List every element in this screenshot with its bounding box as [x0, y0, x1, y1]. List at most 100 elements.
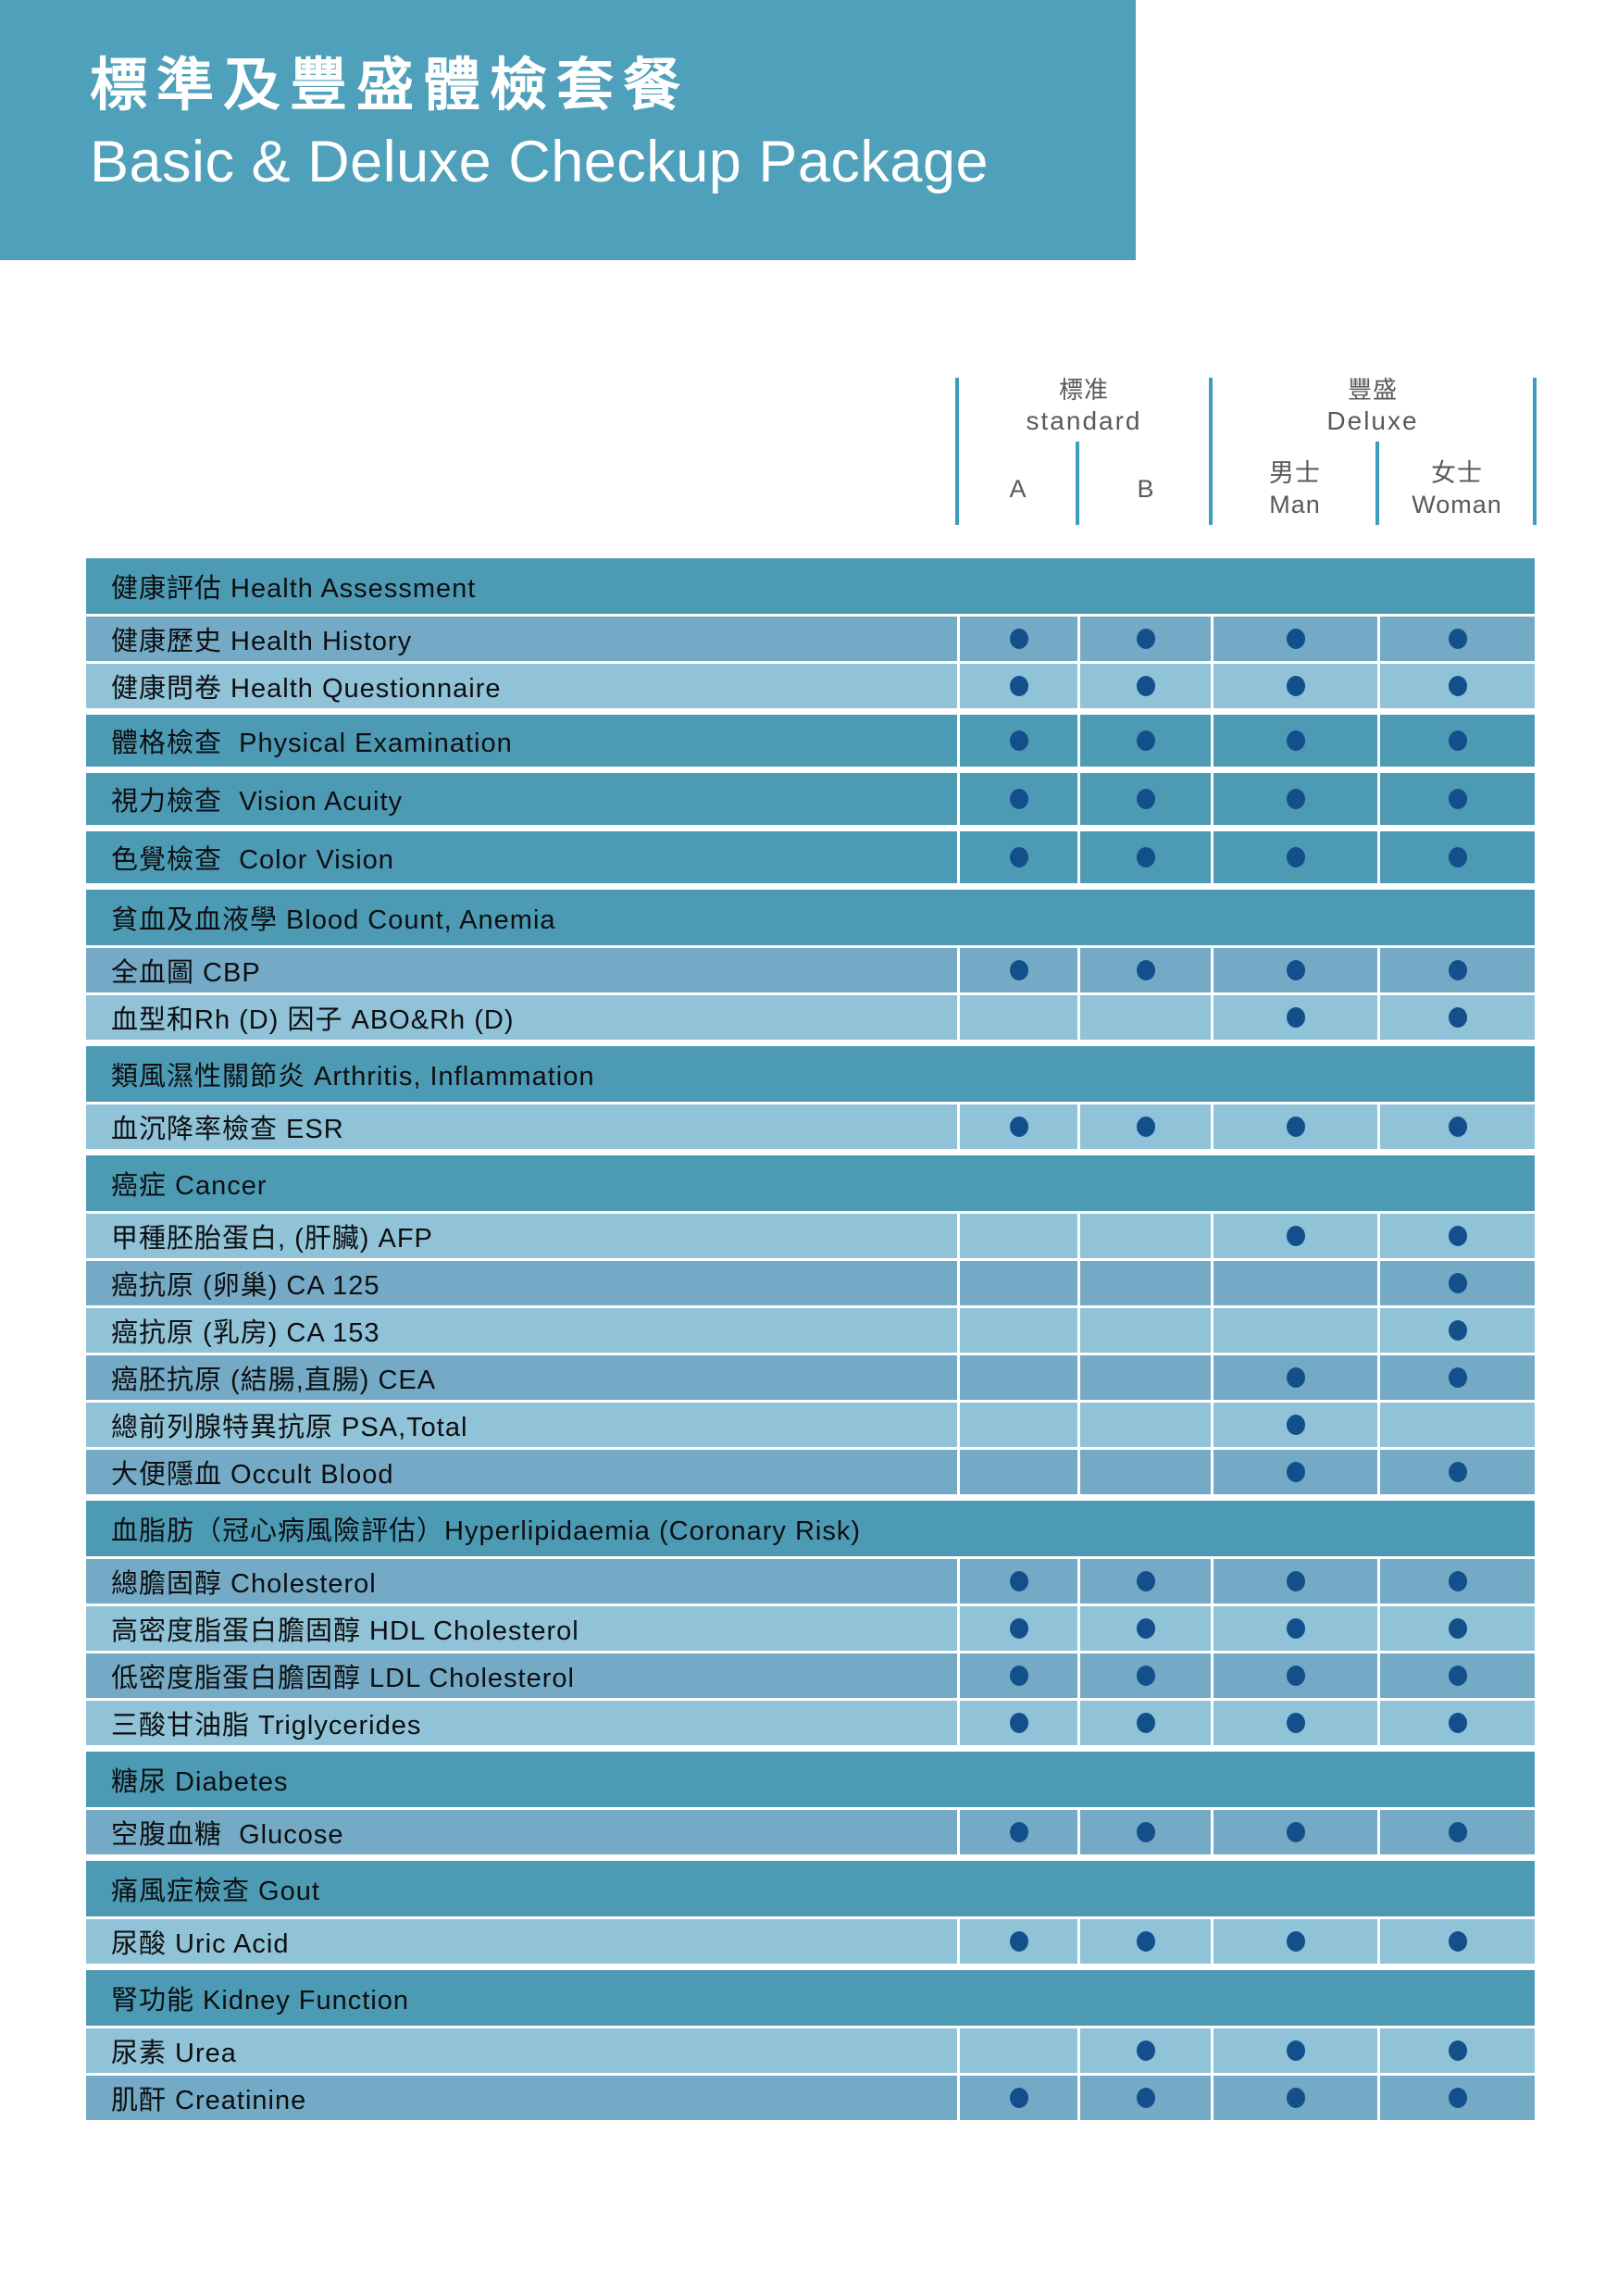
page-title-en: Basic & Deluxe Checkup Package [90, 130, 989, 194]
item-row: 全血圖 CBP [86, 948, 1535, 992]
cell-man [1211, 664, 1377, 708]
cell-man [1211, 773, 1377, 825]
item-row: 健康問卷 Health Questionnaire [86, 664, 1535, 708]
item-row: 肌酐 Creatinine [86, 2076, 1535, 2120]
cell-man [1211, 1261, 1377, 1305]
cell-a [957, 773, 1077, 825]
cell-a [957, 948, 1077, 992]
item-row: 尿酸 Uric Acid [86, 1919, 1535, 1964]
cell-b [1077, 1308, 1211, 1353]
cell-b [1077, 1701, 1211, 1745]
group-label-zh: 豐盛 [1347, 376, 1398, 404]
cell-woman [1377, 1701, 1535, 1745]
row-label: 癌抗原 (卵巢) CA 125 [111, 1271, 380, 1301]
cell-woman [1377, 948, 1535, 992]
included-dot-icon [1448, 2088, 1467, 2108]
cell-b [1077, 1104, 1211, 1149]
row-label: 健康問卷 Health Questionnaire [111, 674, 502, 704]
included-dot-icon [1136, 1666, 1155, 1686]
item-row: 血沉降率檢查 ESR [86, 1104, 1535, 1149]
cell-a [957, 1701, 1077, 1745]
row-label: 色覺檢查 Color Vision [111, 845, 394, 875]
included-dot-icon [1009, 960, 1028, 980]
sub-label-en: Man [1269, 491, 1321, 518]
cell-woman [1377, 664, 1535, 708]
included-dot-icon [1448, 730, 1467, 751]
row-label: 體格檢查 Physical Examination [111, 729, 513, 758]
item-row: 血型和Rh (D) 因子 ABO&Rh (D) [86, 995, 1535, 1040]
row-label: 肌酐 Creatinine [111, 2086, 307, 2115]
cell-woman [1377, 1559, 1535, 1603]
cell-woman [1377, 1653, 1535, 1698]
category-row: 體格檢查 Physical Examination [86, 715, 1535, 767]
column-group-deluxe: 豐盛 Deluxe [1211, 374, 1535, 437]
row-label: 癌抗原 (乳房) CA 153 [111, 1318, 380, 1348]
row-label: 血沉降率檢查 ESR [111, 1115, 344, 1144]
included-dot-icon [1448, 1367, 1467, 1388]
included-dot-icon [1009, 1713, 1028, 1733]
included-dot-icon [1448, 1571, 1467, 1591]
cell-man [1211, 1810, 1377, 1854]
item-row: 甲種胚胎蛋白, (肝臟) AFP [86, 1214, 1535, 1258]
included-dot-icon [1286, 1462, 1305, 1482]
included-dot-icon [1286, 1226, 1305, 1246]
cell-a [957, 1450, 1077, 1494]
included-dot-icon [1136, 847, 1155, 867]
cell-a [957, 1919, 1077, 1964]
cell-woman [1377, 831, 1535, 883]
column-group-standard: 標准 standard [957, 374, 1211, 437]
row-label: 痛風症檢查 Gout [111, 1877, 320, 1906]
included-dot-icon [1286, 960, 1305, 980]
checkup-table: 健康評估 Health Assessment 健康歷史 Health Histor… [86, 558, 1535, 2127]
column-header-man: 男士 Man [1213, 450, 1377, 528]
column-divider-line [1375, 442, 1379, 525]
cell-woman [1377, 1308, 1535, 1353]
cell-b [1077, 1606, 1211, 1651]
column-divider-line [1209, 378, 1213, 525]
item-row: 癌胚抗原 (結腸,直腸) CEA [86, 1355, 1535, 1400]
cell-b [1077, 773, 1211, 825]
sub-label-zh: 男士 [1269, 459, 1321, 487]
included-dot-icon [1448, 1226, 1467, 1246]
cell-a [957, 715, 1077, 767]
included-dot-icon [1136, 1931, 1155, 1952]
cell-woman [1377, 2076, 1535, 2120]
item-row: 低密度脂蛋白膽固醇 LDL Cholesterol [86, 1653, 1535, 1698]
included-dot-icon [1286, 2088, 1305, 2108]
included-dot-icon [1448, 1320, 1467, 1341]
item-row: 大便隱血 Occult Blood [86, 1450, 1535, 1494]
cell-a [957, 1261, 1077, 1305]
cell-man [1211, 1653, 1377, 1698]
included-dot-icon [1009, 730, 1028, 751]
cell-man [1211, 617, 1377, 661]
cell-b [1077, 1919, 1211, 1964]
cell-woman [1377, 995, 1535, 1040]
included-dot-icon [1136, 1117, 1155, 1137]
cell-woman [1377, 1450, 1535, 1494]
cell-man [1211, 1308, 1377, 1353]
cell-a [957, 1104, 1077, 1149]
column-divider-line [1533, 378, 1537, 525]
group-label-en: standard [1026, 406, 1142, 435]
included-dot-icon [1286, 2040, 1305, 2061]
cell-man [1211, 1450, 1377, 1494]
included-dot-icon [1009, 629, 1028, 649]
included-dot-icon [1136, 2088, 1155, 2108]
included-dot-icon [1136, 1713, 1155, 1733]
included-dot-icon [1448, 629, 1467, 649]
included-dot-icon [1448, 1007, 1467, 1028]
included-dot-icon [1136, 676, 1155, 696]
column-header-woman: 女士 Woman [1379, 450, 1535, 528]
included-dot-icon [1448, 1117, 1467, 1137]
included-dot-icon [1136, 730, 1155, 751]
category-row: 糖尿 Diabetes [86, 1752, 1535, 1807]
cell-man [1211, 831, 1377, 883]
row-label: 尿酸 Uric Acid [111, 1929, 290, 1959]
cell-a [957, 995, 1077, 1040]
included-dot-icon [1448, 1666, 1467, 1686]
category-row: 腎功能 Kidney Function [86, 1970, 1535, 2026]
row-label: 大便隱血 Occult Blood [111, 1460, 394, 1490]
included-dot-icon [1286, 847, 1305, 867]
cell-b [1077, 2076, 1211, 2120]
cell-woman [1377, 1606, 1535, 1651]
